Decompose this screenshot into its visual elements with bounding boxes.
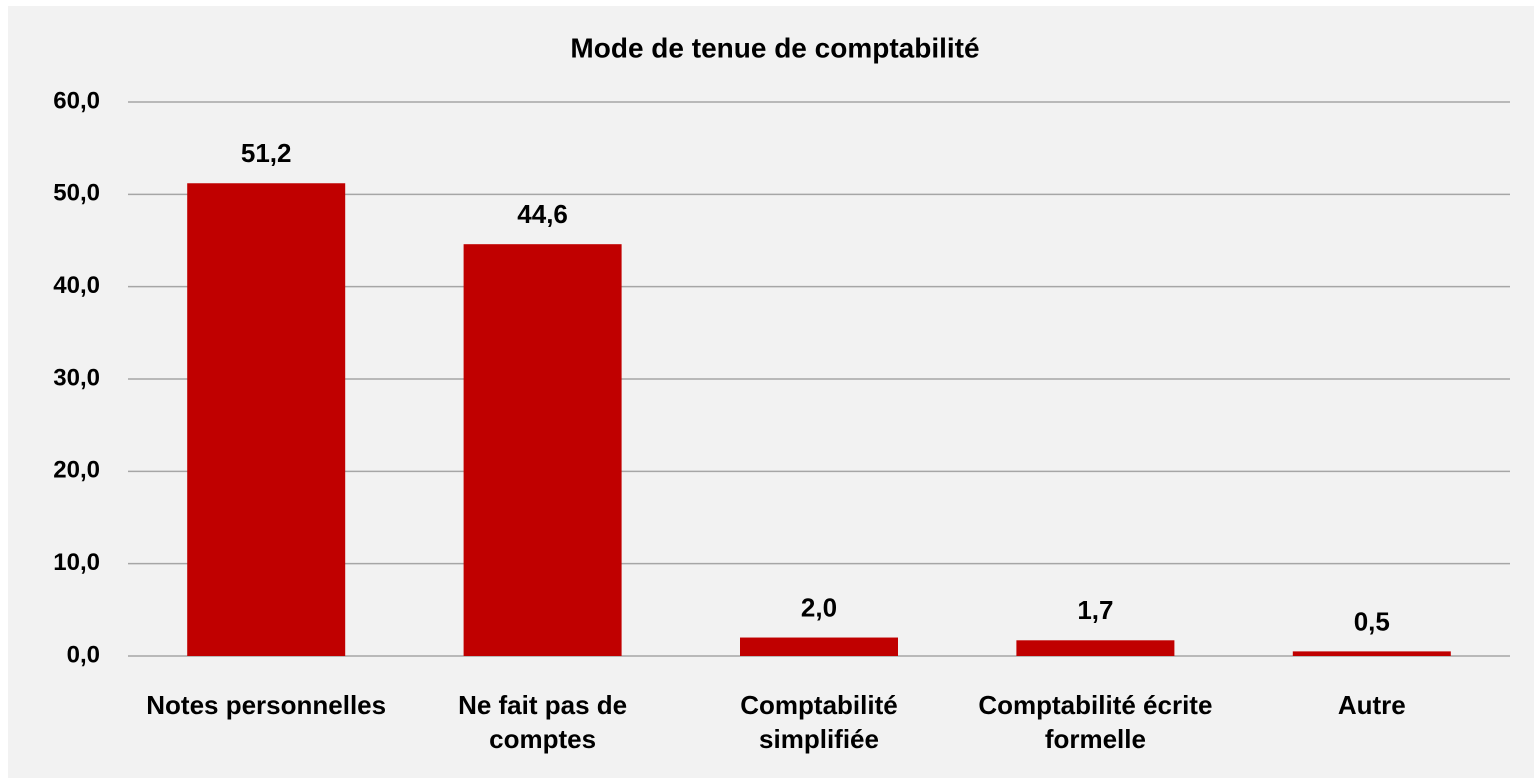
x-tick-label: Ne fait pas de comptes — [458, 690, 628, 754]
bar — [187, 183, 346, 656]
x-tick-label: Autre — [1337, 690, 1406, 720]
data-label: 2,0 — [801, 592, 837, 622]
data-label: 0,5 — [1354, 606, 1390, 636]
y-tick-label: 0,0 — [67, 641, 100, 668]
y-tick-label: 10,0 — [53, 549, 100, 576]
bar — [1292, 651, 1451, 656]
bar — [1016, 640, 1175, 656]
y-tick-label: 50,0 — [53, 180, 100, 207]
x-tick-label: Comptabilité écrite formelle — [978, 690, 1213, 754]
chart-title: Mode de tenue de comptabilité — [570, 32, 979, 63]
x-tick-label: Comptabilité simplifiée — [740, 690, 898, 754]
y-tick-label: 60,0 — [53, 87, 100, 114]
data-label: 1,7 — [1077, 595, 1113, 625]
bar — [463, 244, 622, 656]
y-tick-label: 40,0 — [53, 272, 100, 299]
data-label: 51,2 — [241, 138, 292, 168]
bar — [740, 637, 898, 656]
data-label: 44,6 — [517, 199, 568, 229]
y-tick-label: 30,0 — [53, 364, 100, 391]
y-tick-label: 20,0 — [53, 457, 100, 484]
x-tick-label: Notes personnelles — [146, 690, 387, 720]
